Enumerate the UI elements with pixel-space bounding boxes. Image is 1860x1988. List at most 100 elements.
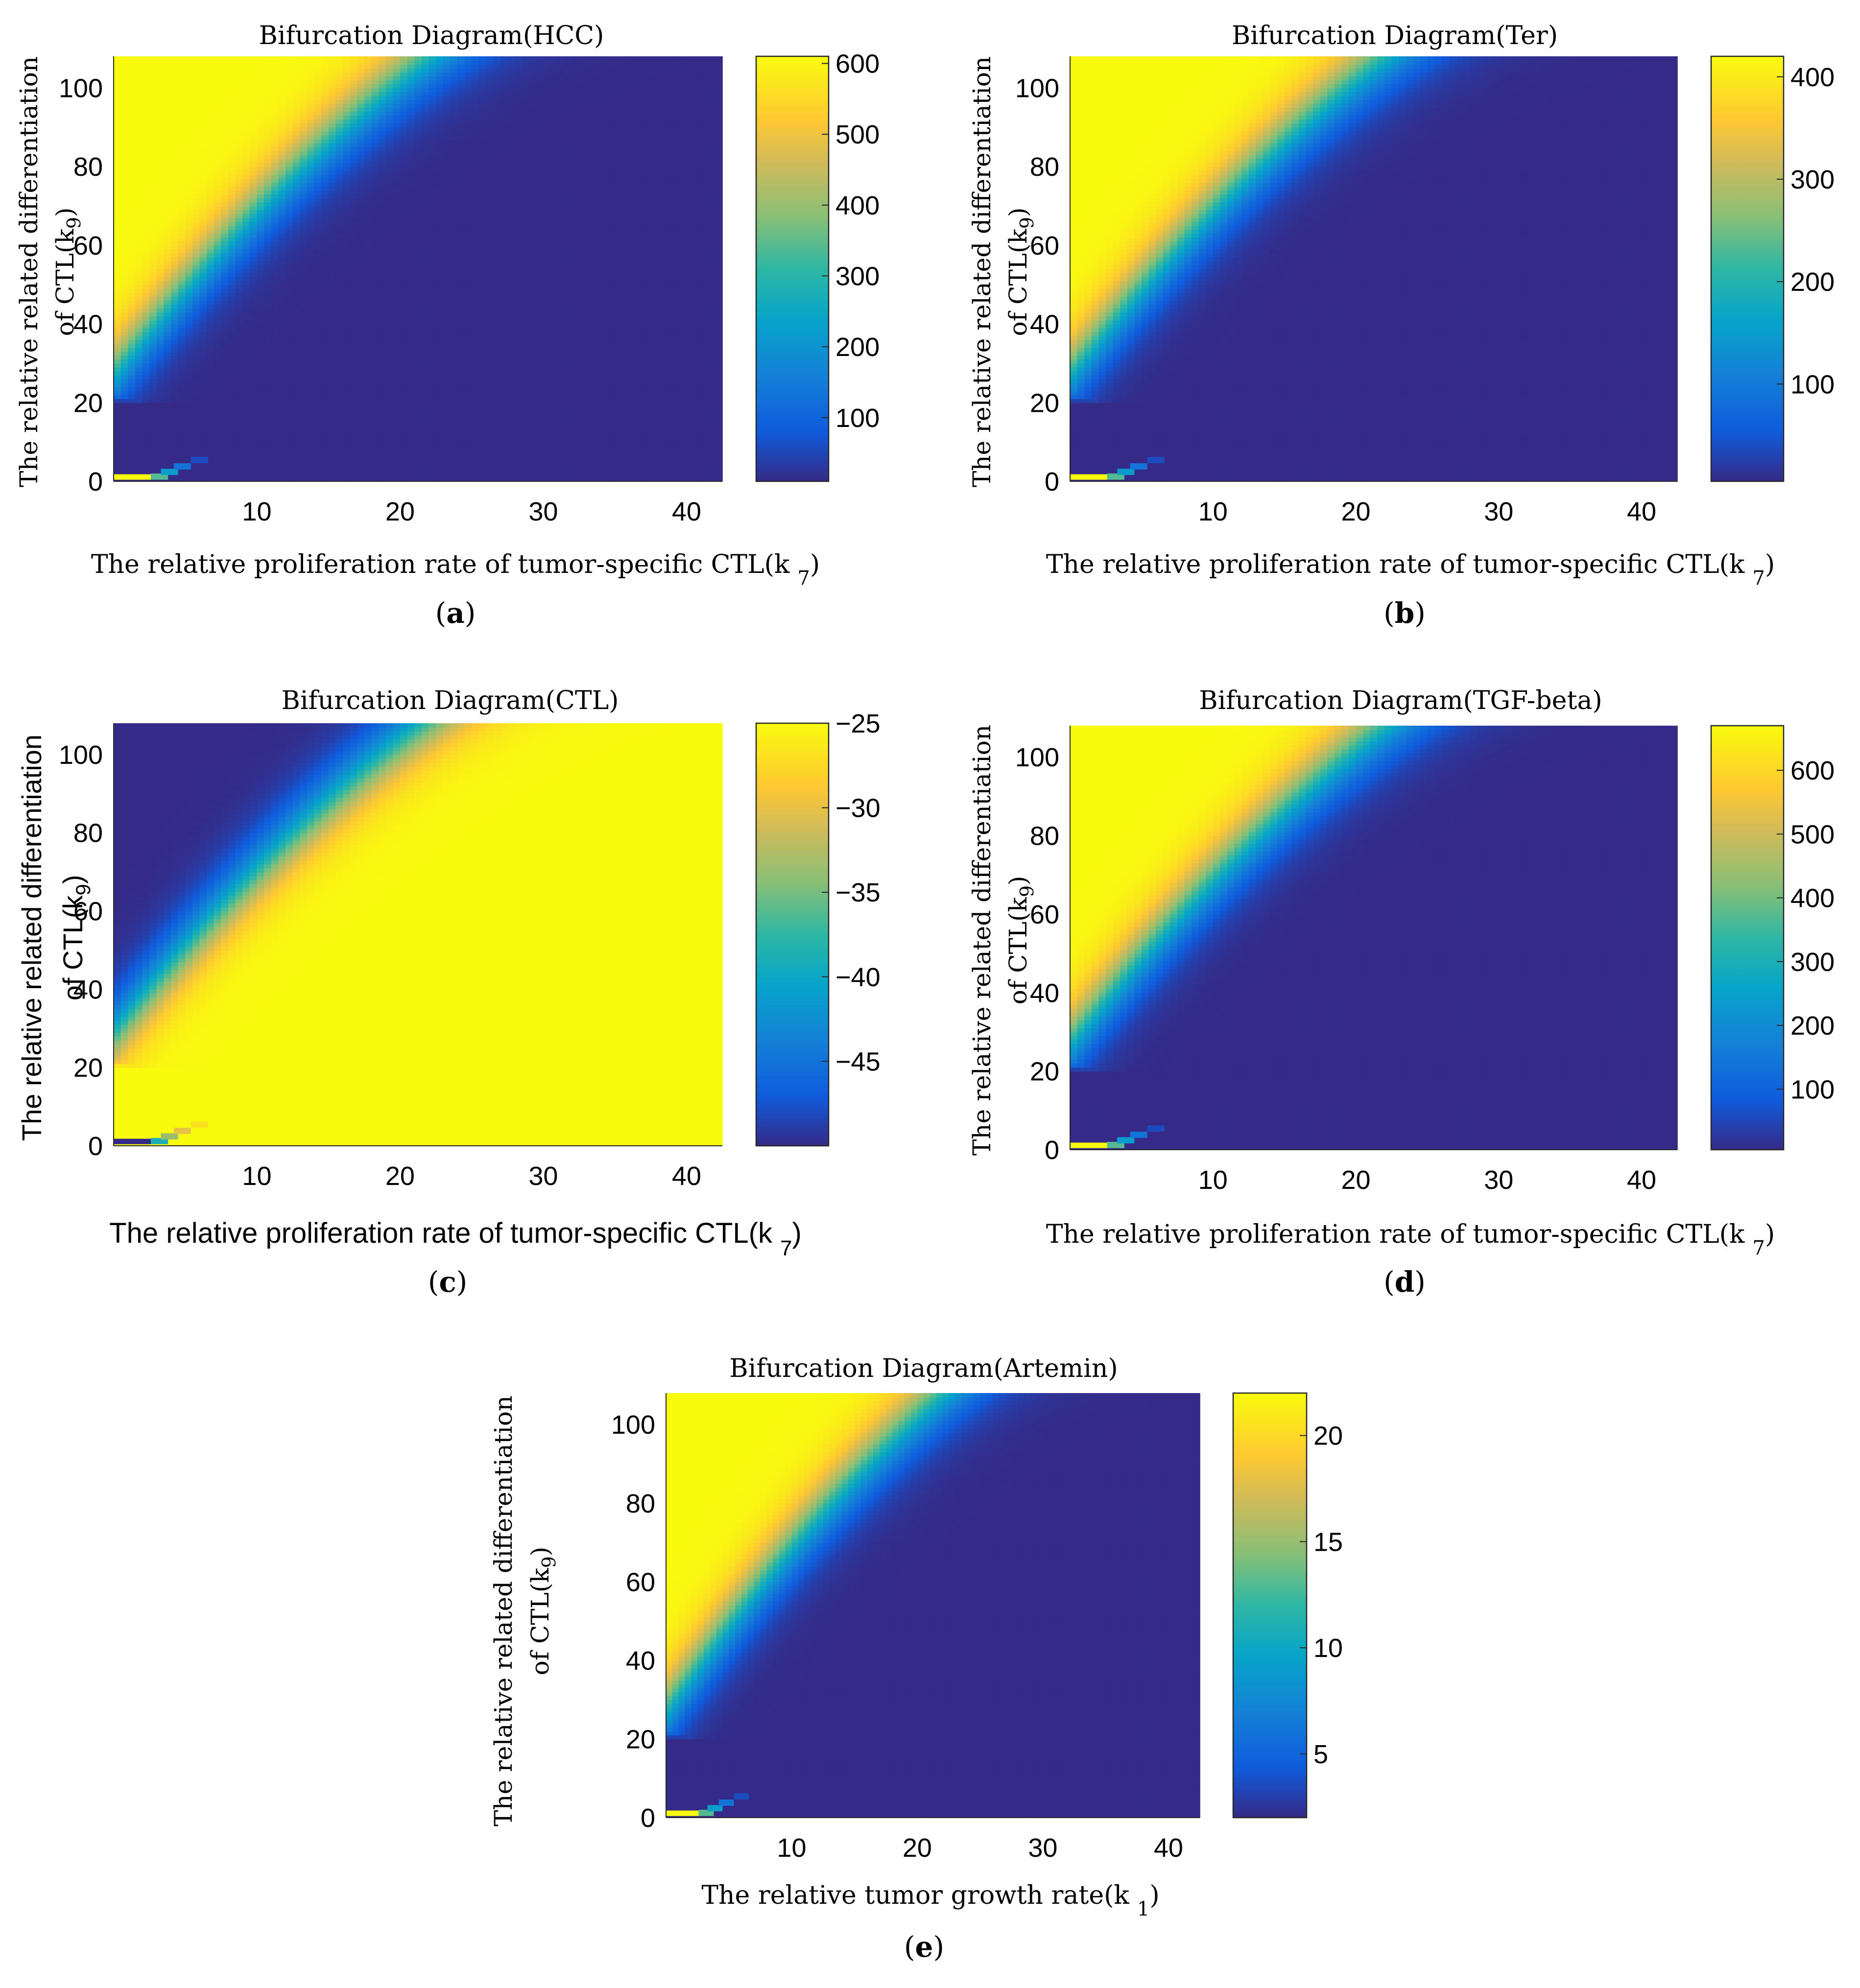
heatmap-cell	[149, 406, 157, 411]
heatmap-cell	[149, 237, 157, 242]
heatmap-cell	[149, 218, 157, 222]
heatmap-cell	[114, 332, 121, 336]
heatmap-cell	[135, 127, 143, 132]
heatmap-cell	[143, 328, 150, 332]
heatmap-cell	[157, 281, 164, 285]
heatmap-cell	[143, 202, 150, 206]
heatmap-cell	[157, 131, 164, 136]
heatmap-cell	[149, 446, 157, 450]
heatmap-cell	[143, 226, 150, 230]
heatmap-cell	[143, 198, 150, 202]
heatmap-cell	[164, 273, 171, 277]
heatmap-cell	[143, 359, 150, 364]
heatmap-cell	[121, 151, 128, 155]
heatmap-cell	[143, 355, 150, 360]
heatmap-cell	[143, 312, 150, 316]
heatmap-cell	[121, 88, 128, 92]
heatmap-cell	[143, 127, 150, 132]
heatmap-cell	[149, 352, 157, 356]
heatmap-cell	[157, 336, 164, 340]
heatmap-cell	[114, 68, 121, 72]
heatmap-cell	[143, 56, 150, 61]
heatmap-cell	[128, 123, 135, 128]
heatmap-cell	[157, 399, 164, 403]
heatmap-cell	[121, 166, 128, 171]
heatmap-cell	[128, 131, 135, 136]
heatmap-cell	[164, 320, 171, 325]
heatmap-cell	[121, 237, 128, 242]
heatmap-cell	[164, 430, 171, 435]
heatmap-cell	[114, 312, 121, 316]
heatmap-cell	[157, 410, 164, 415]
heatmap-cell	[121, 304, 128, 308]
heatmap-cell	[114, 426, 121, 431]
heatmap-cell	[114, 143, 121, 147]
heatmap-cell	[121, 308, 128, 312]
heatmap-cell	[128, 391, 135, 395]
heatmap-cell	[164, 131, 171, 136]
heatmap-cell	[128, 387, 135, 391]
heatmap-cell	[128, 151, 135, 155]
heatmap-cell	[121, 402, 128, 407]
heatmap-cell	[143, 344, 150, 348]
heatmap-cell	[164, 174, 171, 179]
heatmap-cell	[149, 241, 157, 246]
heatmap-cell	[143, 135, 150, 140]
heatmap-cell	[121, 277, 128, 281]
heatmap-cell	[149, 418, 157, 423]
heatmap-cell	[157, 430, 164, 435]
heatmap-cell	[143, 395, 150, 399]
heatmap-cell	[164, 367, 171, 372]
heatmap-cell	[135, 458, 143, 462]
heatmap-cell	[149, 355, 157, 360]
heatmap-cell	[157, 434, 164, 439]
heatmap-cell	[114, 281, 121, 285]
heatmap-cell	[121, 348, 128, 352]
heatmap-cell	[114, 80, 121, 84]
heatmap-cell	[121, 462, 128, 466]
heatmap-cell	[135, 446, 143, 450]
heatmap-cell	[135, 261, 143, 265]
heatmap-cell	[149, 466, 157, 470]
heatmap-cell	[164, 166, 171, 171]
heatmap-cell	[114, 190, 121, 194]
heatmap-cell	[149, 383, 157, 387]
heatmap-cell	[143, 316, 150, 320]
heatmap-cell	[164, 210, 171, 214]
heatmap-cell	[157, 383, 164, 387]
heatmap-cell	[143, 253, 150, 258]
heatmap-cell	[157, 265, 164, 269]
heatmap-cell	[149, 284, 157, 289]
heatmap-cell	[143, 375, 150, 379]
heatmap-cell	[121, 80, 128, 84]
heatmap-cell	[135, 312, 143, 316]
heatmap-cell	[114, 355, 121, 360]
heatmap-cell	[149, 458, 157, 462]
heatmap-cell	[128, 84, 135, 88]
heatmap-cell	[128, 410, 135, 415]
heatmap-cell	[121, 202, 128, 206]
heatmap-cell	[135, 328, 143, 332]
heatmap-cell	[121, 163, 128, 167]
heatmap-cell	[157, 237, 164, 242]
heatmap-cell	[157, 135, 164, 140]
heatmap-cell	[114, 391, 121, 395]
heatmap-cell	[164, 379, 171, 383]
heatmap-cell	[128, 99, 135, 104]
heatmap-cell	[128, 332, 135, 336]
heatmap-cell	[143, 296, 150, 301]
heatmap-cell	[164, 163, 171, 167]
heatmap-cell	[114, 245, 121, 250]
heatmap-cell	[164, 202, 171, 206]
heatmap-cell	[143, 265, 150, 269]
heatmap-cell	[149, 296, 157, 301]
heatmap-cell	[149, 414, 157, 419]
heatmap-cell	[114, 352, 121, 356]
heatmap-cell	[157, 166, 164, 171]
heatmap-cell	[149, 99, 157, 104]
heatmap-cell	[157, 375, 164, 379]
heatmap-cell	[128, 292, 135, 297]
heatmap-cell	[114, 292, 121, 297]
heatmap-cell	[149, 190, 157, 194]
heatmap-cell	[135, 367, 143, 372]
